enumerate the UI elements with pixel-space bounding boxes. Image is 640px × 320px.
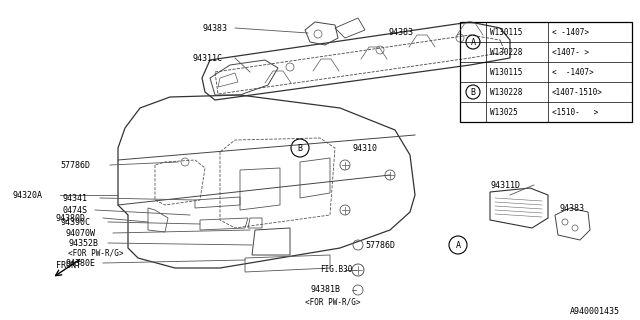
Text: 94380E: 94380E — [65, 259, 95, 268]
Text: FRONT: FRONT — [56, 260, 81, 269]
Text: 0474S: 0474S — [62, 205, 87, 214]
Text: A940001435: A940001435 — [570, 308, 620, 316]
Text: 94341: 94341 — [62, 194, 87, 203]
Text: <  -1407>: < -1407> — [552, 68, 594, 76]
Text: 94070W: 94070W — [65, 228, 95, 237]
Text: W130115: W130115 — [490, 28, 522, 36]
Text: A: A — [456, 241, 461, 250]
Text: W130228: W130228 — [490, 87, 522, 97]
Text: FIG.B30: FIG.B30 — [320, 266, 353, 275]
Text: <1407- >: <1407- > — [552, 47, 589, 57]
Text: B: B — [470, 87, 476, 97]
Text: 94380D: 94380D — [55, 213, 85, 222]
Bar — [460, 22, 632, 122]
Text: A: A — [470, 37, 476, 46]
Text: <1407-1510>: <1407-1510> — [552, 87, 603, 97]
Text: W13025: W13025 — [490, 108, 518, 116]
Text: 94383: 94383 — [560, 204, 585, 212]
Text: <FOR PW-R/G>: <FOR PW-R/G> — [305, 298, 360, 307]
Text: <FOR PW-R/G>: <FOR PW-R/G> — [68, 249, 124, 258]
Text: 94383: 94383 — [388, 28, 413, 36]
Text: 94383: 94383 — [202, 23, 227, 33]
Text: 94381B: 94381B — [310, 285, 340, 294]
Text: 94320A: 94320A — [12, 190, 42, 199]
Text: 94310: 94310 — [352, 143, 377, 153]
Text: 94390C: 94390C — [60, 218, 90, 227]
Text: 94311D: 94311D — [490, 180, 520, 189]
Text: 94311C: 94311C — [192, 53, 222, 62]
Text: 57786D: 57786D — [365, 241, 395, 250]
Text: <1510-   >: <1510- > — [552, 108, 598, 116]
Text: B: B — [298, 143, 303, 153]
Text: 94352B: 94352B — [68, 238, 98, 247]
Text: < -1407>: < -1407> — [552, 28, 589, 36]
Text: 57786D: 57786D — [60, 161, 90, 170]
Text: W130228: W130228 — [490, 47, 522, 57]
Text: W130115: W130115 — [490, 68, 522, 76]
